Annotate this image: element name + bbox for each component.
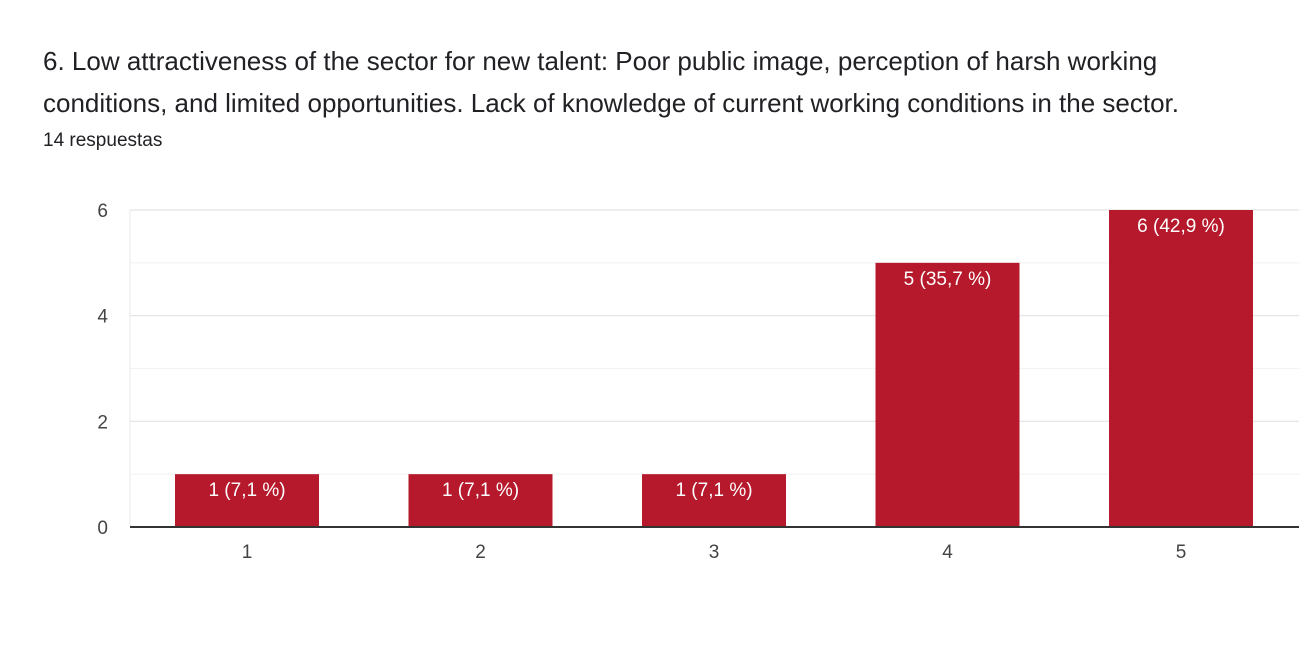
- y-tick-label: 0: [97, 518, 108, 539]
- x-tick-label: 2: [475, 542, 486, 563]
- y-tick-label: 6: [97, 201, 108, 222]
- y-tick-label: 4: [97, 307, 108, 328]
- bar-data-label: 1 (7,1 %): [442, 480, 519, 501]
- bar-data-label: 6 (42,9 %): [1137, 216, 1225, 237]
- chart-gridlines: [129, 209, 1299, 527]
- x-tick-label: 4: [942, 542, 953, 563]
- bar-1: [175, 474, 319, 527]
- bar-data-label: 5 (35,7 %): [904, 269, 992, 290]
- chart-bars: [175, 210, 1253, 527]
- bar-data-label: 1 (7,1 %): [675, 480, 752, 501]
- x-tick-label: 5: [1176, 542, 1187, 563]
- response-count: 14 respuestas: [43, 130, 163, 151]
- bar-data-label: 1 (7,1 %): [208, 480, 285, 501]
- bar-3: [642, 474, 786, 527]
- bar-5: [1109, 210, 1253, 527]
- question-title: 6. Low attractiveness of the sector for …: [43, 46, 1179, 118]
- bar-2: [408, 474, 553, 527]
- chart-labels: 0 2 4 6 1 (7,1 %) 1 1 (7,1 %) 2 1 (7,1 %) 3 5 (35,…: [97, 201, 1224, 563]
- y-tick-label: 2: [97, 412, 108, 433]
- x-tick-label: 1: [242, 542, 253, 563]
- bar-4: [875, 262, 1020, 527]
- x-tick-label: 3: [709, 542, 720, 563]
